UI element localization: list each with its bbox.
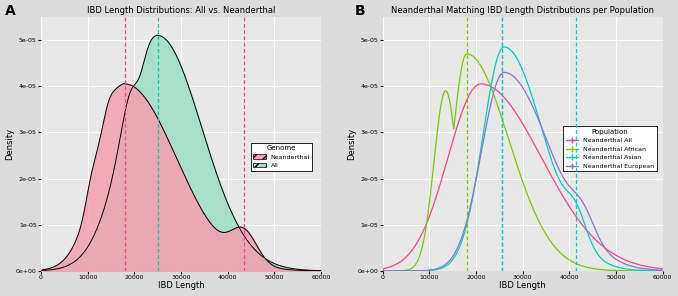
Title: Neanderthal Matching IBD Length Distributions per Population: Neanderthal Matching IBD Length Distribu… <box>391 6 654 15</box>
Text: A: A <box>5 4 15 18</box>
Title: IBD Length Distributions: All vs. Neanderthal: IBD Length Distributions: All vs. Neande… <box>87 6 275 15</box>
Legend: Neanderthal, All: Neanderthal, All <box>251 143 313 170</box>
Y-axis label: Density: Density <box>5 128 14 160</box>
X-axis label: IBD Length: IBD Length <box>157 281 204 290</box>
X-axis label: IBD Length: IBD Length <box>500 281 546 290</box>
Legend: Neanderthal All, Neanderthal African, Neanderthal Asian, Neanderthal European: Neanderthal All, Neanderthal African, Ne… <box>563 126 657 171</box>
Y-axis label: Density: Density <box>347 128 357 160</box>
Text: B: B <box>355 4 365 18</box>
